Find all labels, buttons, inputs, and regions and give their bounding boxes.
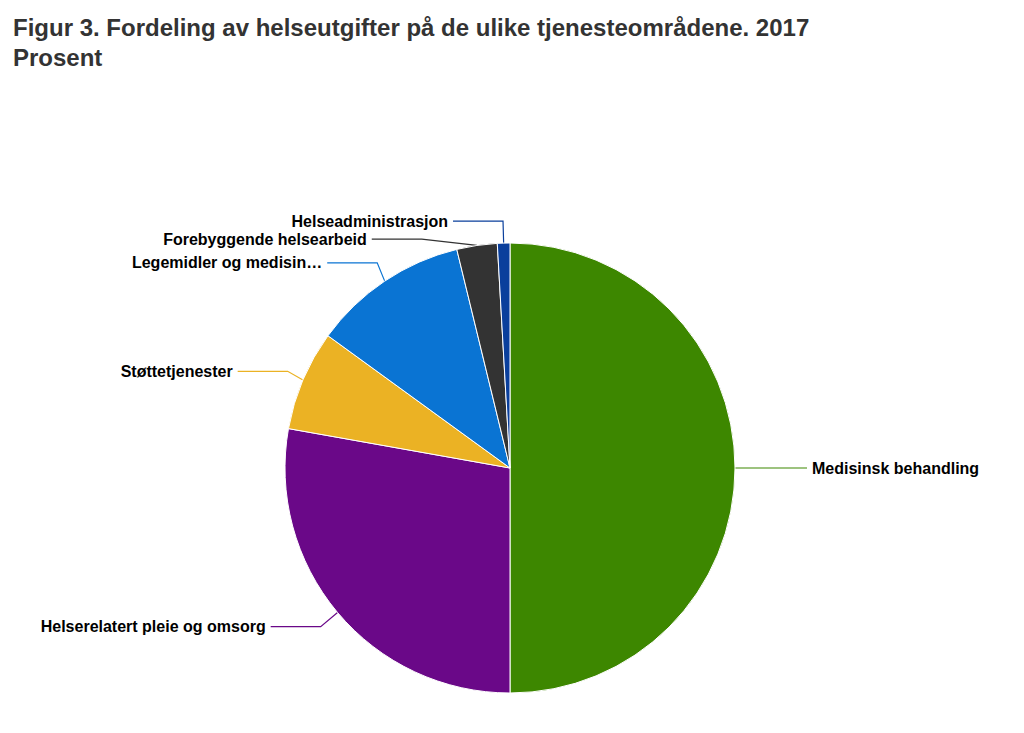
- svg-text:Prosent: Prosent: [13, 44, 102, 71]
- svg-text:Figur 3. Fordeling av helseutg: Figur 3. Fordeling av helseutgifter på d…: [13, 14, 809, 41]
- svg-text:Helseadministrasjon: Helseadministrasjon: [292, 213, 449, 230]
- svg-text:Støttetjenester: Støttetjenester: [121, 363, 233, 380]
- svg-text:Legemidler og medisin…: Legemidler og medisin…: [132, 254, 322, 271]
- svg-text:Medisinsk behandling: Medisinsk behandling: [812, 460, 979, 477]
- svg-text:Forebyggende helsearbeid: Forebyggende helsearbeid: [163, 231, 367, 248]
- svg-text:Helserelatert pleie og omsorg: Helserelatert pleie og omsorg: [41, 618, 266, 635]
